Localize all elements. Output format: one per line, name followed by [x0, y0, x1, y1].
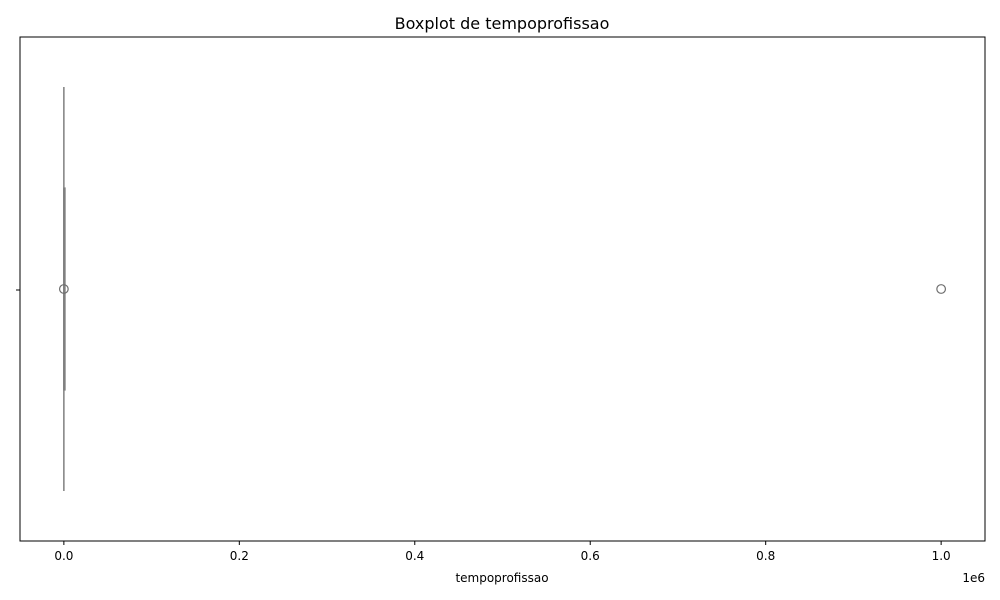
x-tick-label: 0.6 [581, 549, 600, 563]
x-tick-label: 0.4 [405, 549, 424, 563]
outlier-points [58, 284, 947, 294]
plot-area-frame [19, 36, 986, 542]
x-tick-label: 1.0 [932, 549, 951, 563]
x-axis-offset-label: 1e6 [962, 571, 985, 585]
chart-title: Boxplot de tempoprofissao [395, 14, 610, 33]
outlier-point [936, 284, 947, 294]
outlier-point [58, 284, 69, 294]
x-tick-label: 0.8 [756, 549, 775, 563]
x-axis-ticks: 0.0 0.2 0.4 0.6 0.8 1.0 [54, 541, 951, 563]
x-tick-label: 0.2 [230, 549, 249, 563]
x-axis-label: tempoprofissao [455, 571, 548, 585]
box-marks [63, 87, 66, 491]
x-tick-label: 0.0 [54, 549, 73, 563]
